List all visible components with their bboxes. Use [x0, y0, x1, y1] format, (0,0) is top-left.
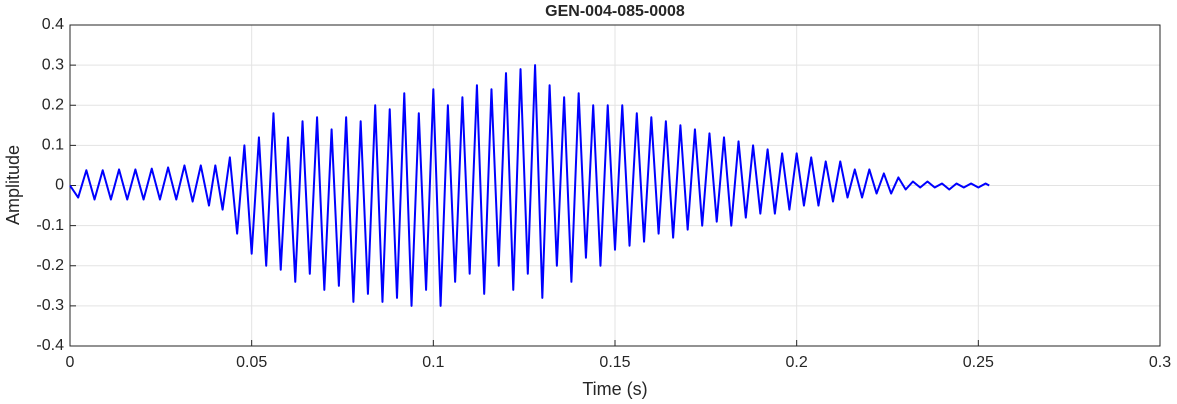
x-tick-label: 0.1 [422, 354, 444, 371]
y-tick-label: 0.4 [42, 16, 64, 33]
y-tick-label: -0.2 [36, 257, 64, 274]
x-tick-label: 0 [66, 354, 75, 371]
x-tick-label: 0.2 [786, 354, 808, 371]
x-tick-label: 0.3 [1149, 354, 1171, 371]
x-axis-label: Time (s) [582, 379, 647, 399]
y-tick-label: -0.1 [36, 217, 64, 234]
y-tick-label: 0 [55, 177, 64, 194]
x-tick-label: 0.15 [599, 354, 630, 371]
x-tick-label: 0.05 [236, 354, 267, 371]
x-tick-label: 0.25 [963, 354, 994, 371]
chart-title: GEN-004-085-0008 [545, 3, 685, 20]
series-line [69, 64, 990, 307]
y-tick-label: -0.3 [36, 297, 64, 314]
y-tick-label: 0.1 [42, 137, 64, 154]
y-tick-label: 0.3 [42, 56, 64, 73]
y-axis-label: Amplitude [3, 145, 23, 225]
y-tick-label: 0.2 [42, 96, 64, 113]
y-tick-label: -0.4 [36, 337, 64, 354]
